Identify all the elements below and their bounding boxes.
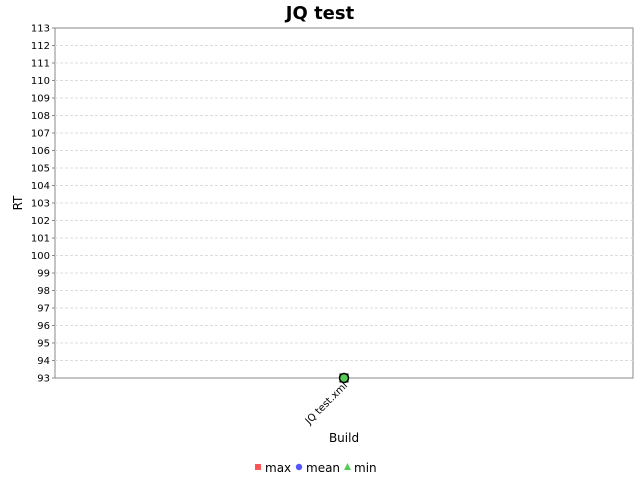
y-tick-label: 106 — [31, 146, 50, 157]
legend-label: mean — [306, 461, 340, 475]
y-tick-label: 93 — [37, 374, 50, 385]
legend: max mean min — [255, 461, 377, 475]
data-point-min — [338, 372, 350, 384]
grid-lines — [55, 45, 633, 361]
y-tick-label: 105 — [31, 164, 50, 175]
legend-marker-square-icon — [255, 464, 261, 470]
y-tick-label: 103 — [31, 199, 50, 210]
legend-marker-circle-icon — [295, 463, 303, 471]
legend-label: max — [265, 461, 291, 475]
y-tick-label: 109 — [31, 94, 50, 105]
legend-marker-triangle-icon — [344, 463, 351, 470]
y-tick-label: 101 — [31, 234, 50, 245]
chart-title: JQ test — [284, 3, 355, 24]
y-tick-label: 100 — [31, 251, 50, 262]
y-tick-label: 104 — [31, 181, 50, 192]
y-tick-label: 108 — [31, 111, 50, 122]
y-tick-label: 112 — [31, 41, 50, 52]
y-tick-label: 110 — [31, 76, 50, 87]
legend-item-min: min — [344, 461, 377, 475]
y-tick-label: 95 — [37, 339, 50, 350]
legend-label: min — [354, 461, 377, 475]
x-tick-label: JQ test.xml — [303, 380, 350, 427]
y-tick-label: 113 — [31, 24, 50, 35]
legend-item-mean: mean — [295, 461, 340, 475]
y-tick-label: 98 — [37, 286, 50, 297]
series-layer — [338, 372, 350, 384]
y-tick-label: 96 — [37, 321, 50, 332]
y-axis-label: RT — [11, 195, 25, 210]
y-tick-label: 111 — [31, 59, 50, 70]
y-axis-ticks: 93 94 95 96 97 98 99 100 101 102 103 104 105 106 107 10… — [31, 24, 55, 385]
y-tick-label: 99 — [37, 269, 50, 280]
x-axis-label: Build — [329, 431, 359, 445]
y-tick-label: 94 — [37, 356, 50, 367]
y-tick-label: 107 — [31, 129, 50, 140]
x-axis-ticks: JQ test.xml — [303, 378, 350, 428]
y-tick-label: 102 — [31, 216, 50, 227]
y-tick-label: 97 — [37, 304, 50, 315]
legend-item-max: max — [255, 461, 291, 475]
